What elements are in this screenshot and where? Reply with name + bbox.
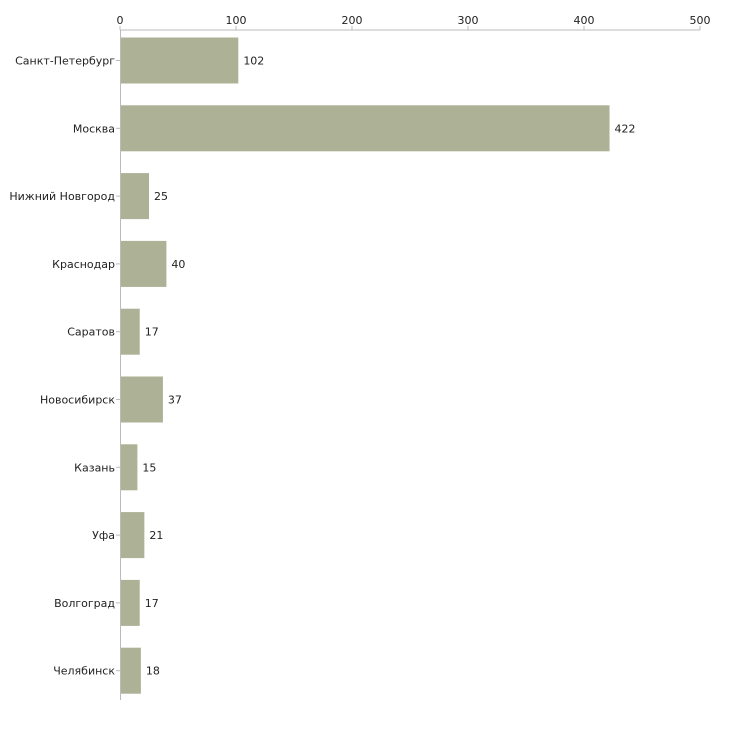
x-tick-label: 100 [226, 14, 247, 27]
category-label: Казань [74, 461, 115, 474]
bar [121, 579, 140, 626]
bar [121, 647, 141, 694]
value-label: 18 [146, 665, 160, 678]
value-label: 17 [145, 326, 159, 339]
bar [121, 37, 239, 84]
value-label: 21 [149, 529, 163, 542]
value-label: 17 [145, 597, 159, 610]
value-label: 25 [154, 190, 168, 203]
bar [121, 105, 610, 152]
category-label: Москва [73, 122, 115, 135]
category-label: Саратов [67, 326, 115, 339]
value-label: 40 [171, 258, 185, 271]
category-label: Нижний Новгород [9, 190, 115, 203]
category-label: Санкт-Петербург [15, 55, 115, 68]
x-tick-label: 300 [458, 14, 479, 27]
bar [121, 512, 145, 559]
category-label: Челябинск [53, 665, 115, 678]
category-label: Новосибирск [40, 394, 115, 407]
category-label: Уфа [92, 529, 115, 542]
bar [121, 376, 163, 423]
bar [121, 308, 140, 355]
value-label: 15 [142, 461, 156, 474]
category-label: Краснодар [52, 258, 115, 271]
bar [121, 240, 167, 287]
value-label: 37 [168, 394, 182, 407]
category-label: Волгоград [54, 597, 115, 610]
bar [121, 444, 138, 491]
x-tick-label: 500 [690, 14, 711, 27]
x-tick-label: 200 [342, 14, 363, 27]
value-label: 102 [243, 55, 264, 68]
x-tick-label: 400 [574, 14, 595, 27]
bar [121, 173, 149, 220]
x-tick-label: 0 [117, 14, 124, 27]
value-label: 422 [615, 122, 636, 135]
